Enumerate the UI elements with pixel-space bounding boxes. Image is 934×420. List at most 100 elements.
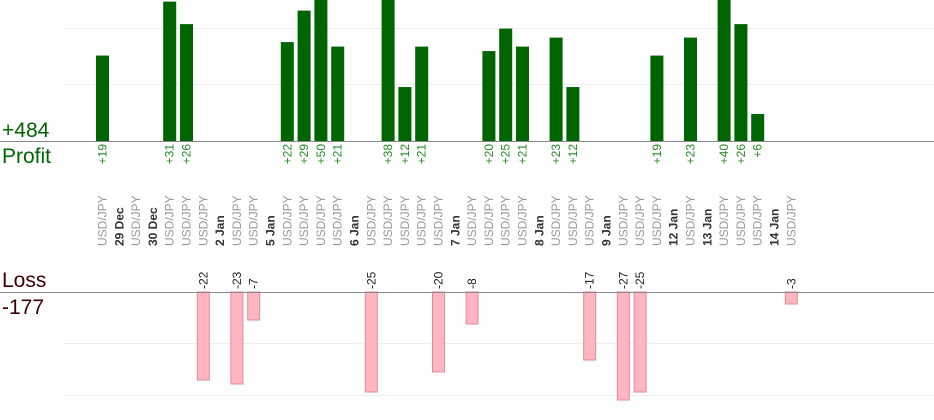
profit-bar	[566, 87, 580, 141]
profit-bar	[549, 37, 563, 142]
pair-label: USD/JPY	[96, 195, 110, 246]
profit-bar	[734, 24, 748, 141]
profit-value-label: +31	[163, 144, 177, 165]
profit-bar	[415, 46, 429, 141]
pair-label: USD/JPY	[180, 195, 194, 246]
date-label: 14 Jan	[768, 209, 782, 246]
profit-bar	[650, 55, 664, 141]
profit-bar	[280, 42, 294, 142]
pair-label: USD/JPY	[717, 195, 731, 246]
profit-value-label: +40	[717, 144, 731, 165]
profit-value-label: +26	[734, 144, 748, 165]
date-label: 9 Jan	[600, 215, 614, 246]
profit-bar	[751, 114, 765, 141]
profit-bars	[96, 0, 765, 142]
profit-bar	[96, 55, 109, 141]
pair-label: USD/JPY	[331, 195, 345, 246]
profit-value-label: +21	[331, 144, 345, 165]
pair-label: USD/JPY	[364, 195, 378, 246]
loss-label: Loss	[2, 269, 46, 292]
pair-label: USD/JPY	[583, 195, 597, 246]
loss-bar	[196, 291, 210, 381]
loss-bar	[633, 291, 647, 393]
pair-label: USD/JPY	[415, 195, 429, 246]
profit-value-label: +26	[180, 144, 194, 165]
pair-label: USD/JPY	[280, 195, 294, 246]
pair-label: USD/JPY	[129, 195, 143, 246]
loss-bar	[432, 291, 445, 373]
profit-bar	[684, 37, 697, 142]
profit-value-label: +21	[516, 144, 530, 165]
loss-bar	[616, 291, 630, 401]
profit-value-label: +12	[566, 144, 580, 165]
loss-value-label: -8	[465, 278, 479, 289]
profit-value-label: +25	[499, 144, 513, 165]
profit-bar	[717, 0, 731, 141]
profit-bar	[163, 1, 177, 142]
profit-value-label: +22	[280, 144, 294, 165]
profit-value-label: +23	[549, 144, 563, 165]
loss-value-label: -7	[247, 278, 261, 289]
pair-label: USD/JPY	[566, 195, 580, 246]
loss-value-label: -3	[784, 278, 798, 289]
profit-value-label: +38	[381, 144, 395, 165]
pair-label: USD/JPY	[297, 195, 311, 246]
date-label: 30 Dec	[146, 207, 160, 246]
profit-bar	[314, 0, 328, 141]
profit-value-label: +23	[684, 144, 698, 165]
date-label: 29 Dec	[112, 207, 126, 246]
pair-label: USD/JPY	[465, 195, 479, 246]
profit-value-label: +6	[751, 144, 765, 158]
profit-bar	[381, 0, 395, 141]
pair-label: USD/JPY	[751, 195, 765, 246]
pair-label: USD/JPY	[432, 195, 446, 246]
pair-label: USD/JPY	[633, 195, 647, 246]
loss-bar	[465, 291, 479, 325]
pair-label: USD/JPY	[398, 195, 412, 246]
profit-value-label: +20	[482, 144, 496, 165]
profit-bar	[297, 10, 311, 142]
pair-label: USD/JPY	[784, 195, 798, 246]
loss-bar	[784, 291, 798, 305]
date-label: 2 Jan	[213, 215, 227, 246]
profit-value-label: +12	[398, 144, 412, 165]
pair-label: USD/JPY	[734, 195, 748, 246]
profit-value-label: +19	[650, 144, 664, 165]
profit-value-label: +29	[297, 144, 311, 165]
loss-value-label: -27	[616, 271, 630, 289]
date-label: 7 Jan	[448, 215, 462, 246]
pair-label: USD/JPY	[616, 195, 630, 246]
profit-value-label: +21	[415, 144, 429, 165]
pair-label: USD/JPY	[163, 195, 177, 246]
loss-value-label: -22	[196, 271, 210, 289]
profit-value-label: +50	[314, 144, 328, 165]
pair-label: USD/JPY	[247, 195, 261, 246]
profit-total: +484	[2, 119, 50, 142]
loss-total: -177	[2, 296, 44, 319]
loss-value-label: -25	[633, 271, 647, 289]
profit-bar	[180, 24, 193, 141]
pair-label: USD/JPY	[314, 195, 328, 246]
pair-label: USD/JPY	[650, 195, 664, 246]
loss-value-label: -20	[432, 271, 446, 289]
pair-label: USD/JPY	[230, 195, 244, 246]
loss-value-label: -23	[230, 271, 244, 289]
date-label: 13 Jan	[700, 209, 714, 246]
profit-value-label: +19	[96, 144, 110, 165]
pair-label: USD/JPY	[482, 195, 496, 246]
profit-bar	[499, 28, 513, 142]
loss-bar	[230, 291, 244, 385]
profit-bar	[482, 51, 496, 141]
loss-value-label: -25	[364, 271, 378, 289]
pair-label: USD/JPY	[381, 195, 395, 246]
loss-bar	[247, 291, 261, 321]
pair-label: USD/JPY	[516, 195, 530, 246]
loss-bar	[583, 291, 597, 361]
profit-bar	[516, 46, 529, 141]
date-label: 8 Jan	[532, 215, 546, 246]
pair-label: USD/JPY	[196, 195, 210, 246]
loss-bars	[196, 291, 798, 401]
date-label: 12 Jan	[667, 209, 681, 246]
loss-bar	[364, 291, 378, 393]
